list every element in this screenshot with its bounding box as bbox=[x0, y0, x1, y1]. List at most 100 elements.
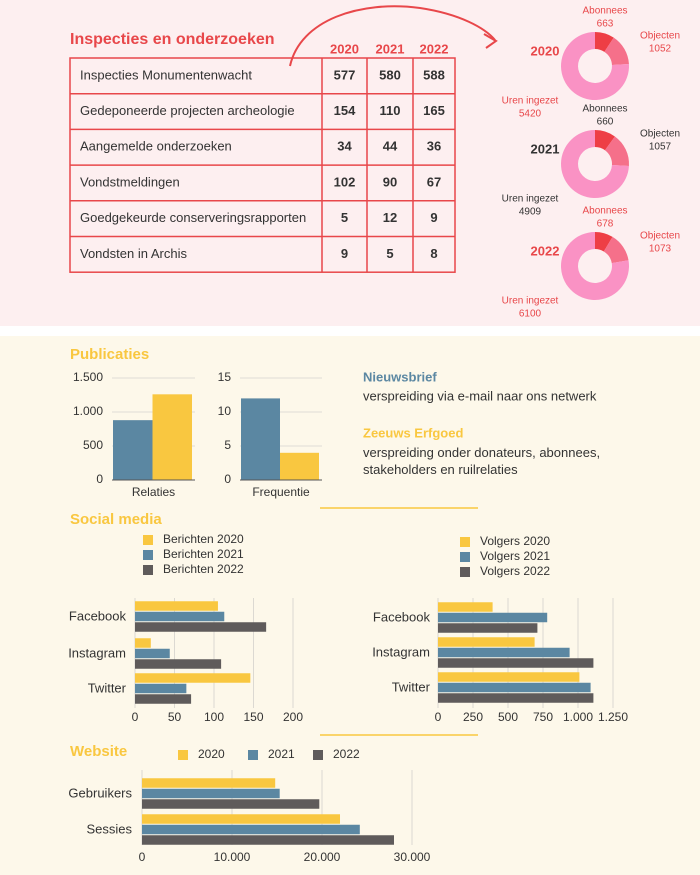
donut-value: 678 bbox=[597, 219, 614, 230]
legend-label: Volgers 2021 bbox=[480, 549, 550, 563]
donut-title: 2022 bbox=[531, 243, 560, 258]
y-tick-label: 5 bbox=[224, 438, 231, 452]
donut-title: 2021 bbox=[531, 141, 560, 156]
donut-segment bbox=[604, 37, 629, 65]
table-number: 90 bbox=[383, 174, 397, 189]
table-number: 102 bbox=[334, 174, 356, 189]
y-tick-label: Instagram bbox=[372, 644, 430, 659]
legend-swatch bbox=[143, 550, 153, 560]
y-tick-label: Twitter bbox=[392, 679, 431, 694]
donut-label: Abonnees bbox=[582, 6, 627, 17]
donut-value: 1073 bbox=[649, 244, 672, 255]
bar bbox=[438, 693, 594, 703]
text-title: Nieuwsbrief bbox=[363, 369, 437, 384]
table-label: Goedgekeurde conserveringsrapporten bbox=[80, 210, 306, 225]
bar bbox=[135, 683, 187, 694]
legend-label: Berichten 2022 bbox=[163, 562, 244, 576]
section-heading: Publicaties bbox=[70, 346, 149, 363]
bar bbox=[438, 672, 580, 682]
legend-swatch bbox=[460, 537, 470, 547]
bar bbox=[241, 398, 280, 480]
table-number: 34 bbox=[337, 139, 352, 154]
legend-label: Volgers 2020 bbox=[480, 534, 550, 548]
donut-label: Uren ingezet bbox=[502, 96, 559, 107]
donut-value: 5420 bbox=[519, 109, 542, 120]
table-number: 588 bbox=[423, 67, 445, 82]
arrow-head bbox=[483, 33, 498, 49]
donut-segment bbox=[560, 232, 629, 300]
x-tick-label: 1.250 bbox=[598, 710, 628, 724]
table-number: 12 bbox=[383, 210, 397, 225]
y-tick-label: 0 bbox=[224, 472, 231, 486]
donut-label: Uren ingezet bbox=[502, 296, 559, 307]
x-tick-label: 150 bbox=[243, 710, 263, 724]
column-header: 2022 bbox=[420, 41, 449, 56]
legend-swatch bbox=[143, 565, 153, 575]
table-number: 165 bbox=[423, 103, 445, 118]
bar bbox=[142, 835, 394, 845]
bar bbox=[438, 658, 594, 668]
bar bbox=[438, 647, 570, 658]
x-tick-label: 0 bbox=[139, 850, 146, 864]
bar bbox=[438, 602, 493, 612]
x-tick-label: Relaties bbox=[132, 485, 175, 499]
donut-segment bbox=[603, 236, 629, 264]
y-tick-label: Sessies bbox=[86, 821, 132, 836]
x-tick-label: 0 bbox=[132, 710, 139, 724]
donut-label: Abonnees bbox=[582, 104, 627, 115]
x-tick-label: 10.000 bbox=[214, 850, 251, 864]
donut-segment bbox=[604, 136, 630, 166]
bar bbox=[142, 814, 340, 824]
y-tick-label: Instagram bbox=[68, 645, 126, 660]
y-tick-label: Twitter bbox=[88, 680, 127, 695]
donut-value: 6100 bbox=[519, 309, 542, 320]
table-label: Inspecties Monumentenwacht bbox=[80, 67, 252, 82]
bar bbox=[113, 420, 153, 480]
legend-label: 2020 bbox=[198, 747, 225, 761]
table-number: 44 bbox=[383, 139, 398, 154]
x-tick-label: 0 bbox=[435, 710, 442, 724]
table-number: 154 bbox=[334, 103, 356, 118]
donut-segment bbox=[595, 130, 615, 151]
x-tick-label: 50 bbox=[168, 710, 182, 724]
donut-label: Objecten bbox=[640, 31, 680, 42]
section-heading: Social media bbox=[70, 511, 162, 528]
donut-segment bbox=[595, 32, 614, 52]
y-tick-label: 15 bbox=[218, 370, 232, 384]
bar bbox=[142, 799, 320, 809]
table-label: Aangemelde onderzoeken bbox=[80, 139, 232, 154]
bar bbox=[438, 682, 591, 693]
bar bbox=[142, 824, 360, 835]
donut-value: 1052 bbox=[649, 44, 672, 55]
y-tick-label: 500 bbox=[83, 438, 103, 452]
y-tick-label: 1.500 bbox=[73, 370, 103, 384]
text-title: Zeeuws Erfgoed bbox=[363, 425, 463, 440]
legend-swatch bbox=[248, 750, 258, 760]
table-label: Gedeponeerde projecten archeologie bbox=[80, 103, 295, 118]
bar bbox=[135, 622, 267, 632]
donut-segment bbox=[561, 130, 629, 198]
table-number: 5 bbox=[386, 246, 393, 261]
table-number: 110 bbox=[380, 103, 401, 118]
legend-label: 2022 bbox=[333, 747, 360, 761]
donut-segment bbox=[561, 32, 629, 100]
legend-swatch bbox=[143, 535, 153, 545]
bar bbox=[135, 601, 218, 611]
x-tick-label: 250 bbox=[463, 710, 483, 724]
bar bbox=[438, 637, 535, 647]
x-tick-label: 30.000 bbox=[394, 850, 431, 864]
x-tick-label: 500 bbox=[498, 710, 518, 724]
legend-label: Berichten 2020 bbox=[163, 532, 244, 546]
legend-swatch bbox=[313, 750, 323, 760]
donut-segment bbox=[595, 232, 613, 252]
legend-label: 2021 bbox=[268, 747, 295, 761]
bar bbox=[152, 394, 192, 480]
y-tick-label: 10 bbox=[218, 404, 232, 418]
y-tick-label: Facebook bbox=[69, 608, 127, 623]
bar bbox=[135, 611, 225, 622]
bar bbox=[135, 673, 251, 683]
table-number: 9 bbox=[341, 246, 348, 261]
table-label: Vondstmeldingen bbox=[80, 174, 180, 189]
bar bbox=[280, 452, 319, 480]
table-number: 36 bbox=[427, 139, 441, 154]
